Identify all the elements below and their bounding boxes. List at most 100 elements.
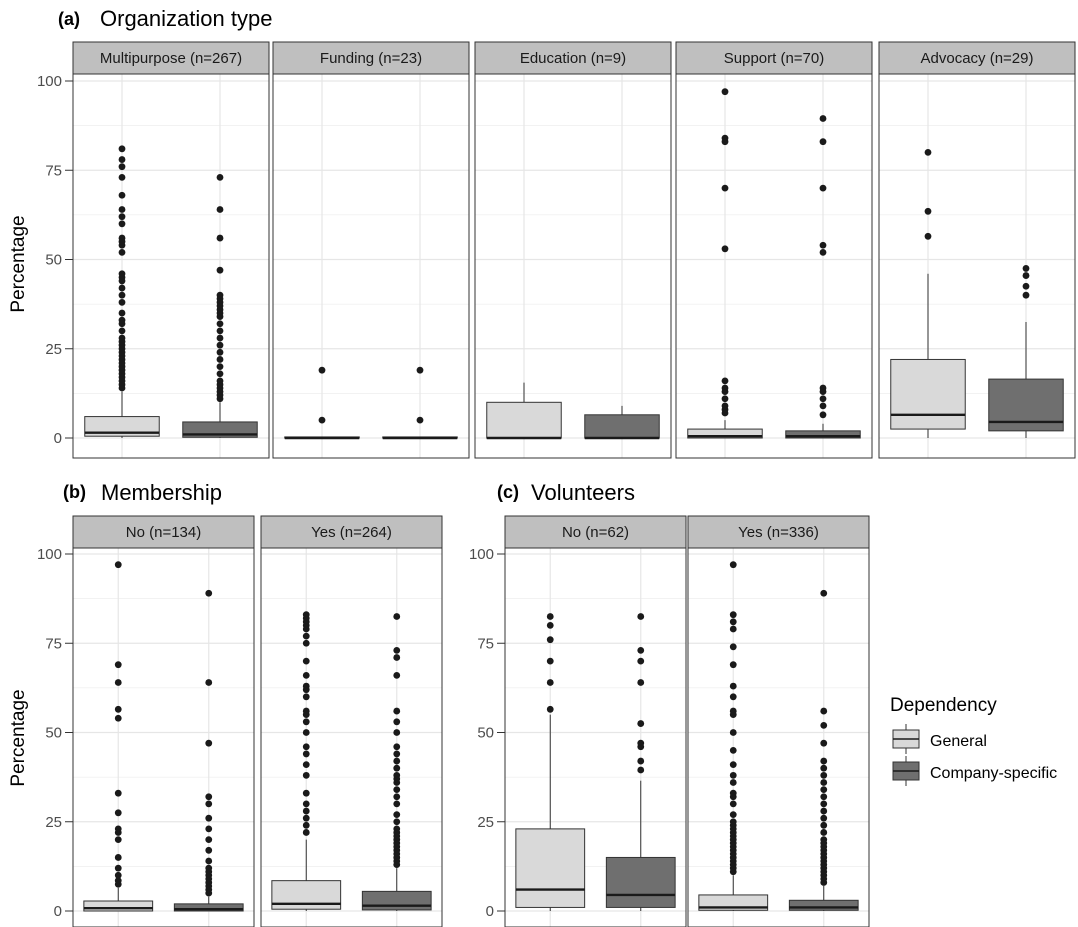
outlier-point — [729, 611, 737, 619]
section-membership: 0 25 50 75 100 No (n=134) Yes (n=264) — [37, 515, 443, 927]
facet-panel: Funding (n=23) — [272, 41, 470, 459]
panel-background — [475, 74, 671, 458]
outlier-point — [205, 679, 213, 686]
y-tick-label: 75 — [477, 635, 494, 652]
outlier-point — [729, 818, 737, 826]
box-body — [687, 428, 763, 439]
outlier-point — [416, 416, 424, 424]
outlier-point — [302, 789, 310, 797]
facet-strip — [272, 41, 470, 75]
outlier-point — [546, 622, 554, 629]
outlier-point — [819, 395, 827, 403]
outlier-point — [302, 800, 310, 808]
outlier-point — [820, 814, 828, 822]
outlier-point — [118, 309, 126, 317]
outlier-point — [302, 814, 310, 822]
outlier-point — [318, 416, 326, 424]
outlier-point — [114, 661, 122, 669]
outlier-point — [819, 411, 827, 419]
outlier-point — [546, 679, 554, 686]
outlier-point — [393, 793, 401, 801]
outlier-point — [216, 363, 224, 370]
outlier-point — [216, 334, 224, 342]
legend-title: Dependency — [890, 695, 997, 716]
facet-label: Education (n=9) — [520, 50, 626, 67]
outlier-point — [924, 149, 932, 156]
outlier-point — [302, 821, 310, 829]
y-axis-title-bottom: Percentage — [8, 689, 29, 786]
outlier-point — [302, 639, 310, 647]
outlier-point — [118, 173, 126, 181]
outlier-point — [820, 836, 828, 843]
y-tick-label: 50 — [45, 252, 62, 269]
outlier-point — [393, 646, 401, 654]
outlier-point — [637, 739, 645, 747]
outlier-point — [820, 589, 828, 597]
y-tick-label: 0 — [54, 430, 62, 447]
outlier-point — [721, 377, 729, 385]
outlier-point — [302, 771, 310, 779]
facet-strip — [675, 41, 873, 75]
panel-background — [688, 548, 869, 927]
outlier-point — [205, 739, 213, 747]
outlier-point — [393, 764, 401, 772]
outlier-point — [729, 729, 737, 736]
outlier-point — [205, 864, 213, 872]
outlier-point — [820, 771, 828, 779]
outlier-point — [729, 693, 737, 701]
outlier-point — [118, 206, 126, 213]
outlier-point — [205, 825, 213, 833]
outlier-point — [637, 720, 645, 727]
outlier-point — [205, 846, 213, 854]
outlier-point — [118, 145, 126, 153]
outlier-point — [729, 682, 737, 690]
y-tick-label: 50 — [45, 725, 62, 742]
box-company-specific — [182, 173, 258, 438]
box-company-specific — [785, 115, 861, 439]
outlier-point — [118, 163, 126, 171]
outlier-point — [302, 671, 310, 679]
outlier-point — [114, 877, 122, 885]
y-tick-label: 100 — [37, 546, 62, 563]
box-body — [584, 414, 660, 439]
outlier-point — [820, 757, 828, 765]
outlier-point — [302, 657, 310, 665]
outlier-point — [729, 811, 737, 819]
section-volunteers: 0 25 50 75 100 No (n=62) Yes (n=336) — [469, 515, 870, 927]
outlier-point — [819, 384, 827, 392]
outlier-point — [820, 807, 828, 815]
outlier-point — [114, 836, 122, 843]
outlier-point — [820, 707, 828, 715]
box-company-specific — [988, 265, 1064, 438]
outlier-point — [205, 814, 213, 822]
axis-titles: Percentage Percentage — [8, 215, 29, 786]
box-company-specific — [361, 613, 432, 911]
outlier-point — [729, 800, 737, 808]
facet-panel: No (n=134) — [72, 515, 255, 927]
outlier-point — [114, 864, 122, 872]
outlier-point — [393, 757, 401, 765]
facet-panel: Yes (n=336) — [687, 515, 870, 927]
box-general — [890, 149, 966, 438]
outlier-point — [302, 682, 310, 690]
box-company-specific — [605, 613, 676, 911]
facet-strip — [72, 41, 270, 75]
box-company-specific — [382, 366, 458, 440]
outlier-point — [118, 234, 126, 242]
legend-label-general: General — [930, 733, 987, 750]
outlier-point — [114, 825, 122, 833]
outlier-point — [205, 800, 213, 808]
outlier-point — [393, 818, 401, 826]
y-tick-label: 25 — [45, 341, 62, 358]
facet-label: Funding (n=23) — [320, 50, 422, 67]
box-body — [83, 900, 154, 912]
outlier-point — [1022, 265, 1030, 272]
outlier-point — [820, 821, 828, 829]
outlier-point — [302, 611, 310, 619]
outlier-point — [637, 657, 645, 665]
facet-label: Yes (n=336) — [738, 524, 819, 541]
facet-panels: 0 25 50 75 100 Multipurpose (n=267) Funding (n… — [37, 41, 1076, 927]
outlier-point — [721, 88, 729, 96]
outlier-point — [302, 632, 310, 640]
outlier-point — [118, 298, 126, 306]
